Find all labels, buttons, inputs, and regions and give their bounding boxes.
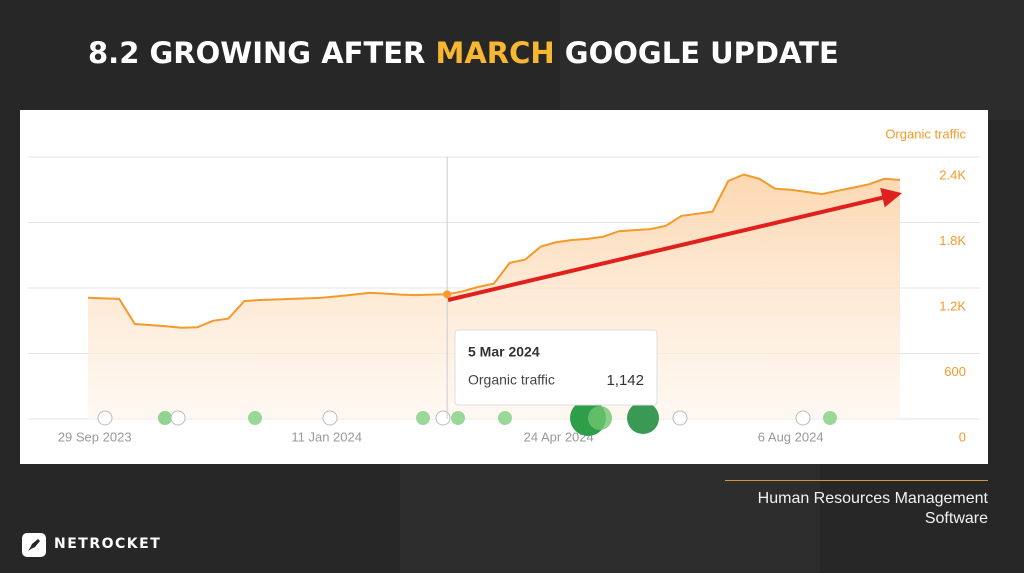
tooltip-series: Organic traffic [468, 372, 555, 388]
y-tick-label: 1.2K [939, 298, 966, 313]
brand: NETROCKET [54, 536, 162, 552]
y-tick-label: 1.8K [939, 233, 966, 248]
legend-label: Organic traffic [885, 126, 966, 141]
event-markers [97, 400, 837, 436]
x-tick-label: 29 Sep 2023 [58, 429, 132, 444]
caption: Human Resources Management Software [757, 490, 988, 527]
caption-rule [725, 480, 988, 481]
x-tick-label: 6 Aug 2024 [758, 429, 824, 444]
title-part: 8.2 GROWING AFTER [88, 36, 426, 70]
area [88, 174, 900, 419]
title-part: GOOGLE UPDATE [564, 36, 839, 70]
tooltip-box [454, 329, 658, 406]
logo [22, 533, 46, 557]
x-tick-label: 11 Jan 2024 [291, 429, 362, 444]
tooltip-date: 5 Mar 2024 [468, 344, 540, 360]
hover-point [443, 290, 452, 299]
slide-title: 8.2 GROWING AFTER MARCH GOOGLE UPDATE [88, 36, 839, 70]
x-tick-label: 24 Apr 2024 [524, 429, 594, 444]
y-tick-label: 2.4K [939, 167, 966, 182]
tooltip-value: 1,142 [606, 372, 644, 389]
y-tick-label: 0 [959, 429, 966, 444]
title-highlight: MARCH [435, 36, 555, 70]
y-tick-label: 600 [944, 364, 966, 379]
trend-arrow [447, 187, 902, 302]
line [87, 173, 901, 329]
